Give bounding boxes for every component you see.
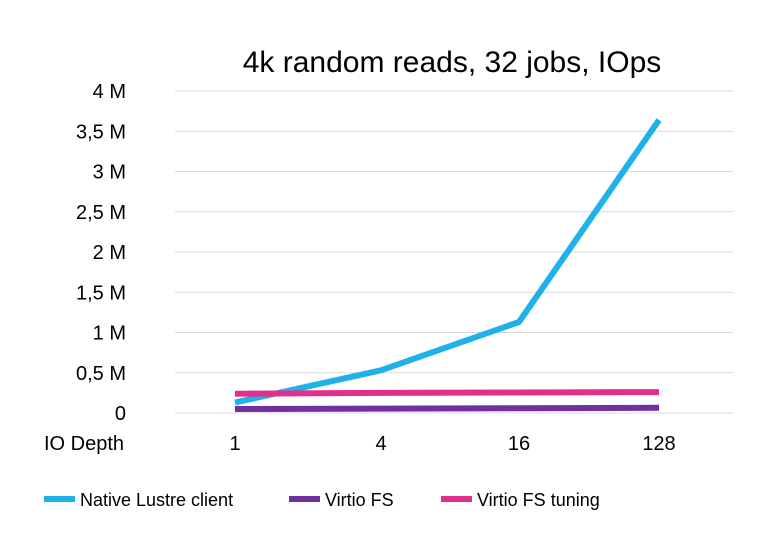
x-tick-label: 4 xyxy=(375,433,386,455)
x-axis-label: IO Depth xyxy=(44,433,124,455)
y-tick-label: 1,5 M xyxy=(76,282,126,304)
y-tick-label: 3 M xyxy=(93,162,126,184)
x-tick-label: 1 xyxy=(229,433,240,455)
series-line xyxy=(234,118,662,406)
gridlines xyxy=(175,90,733,414)
y-tick-label: 1 M xyxy=(93,323,126,345)
legend-label: Virtio FS xyxy=(325,490,394,510)
series-lines xyxy=(234,118,662,412)
series-line xyxy=(234,389,660,397)
x-tick-label: 128 xyxy=(642,433,675,455)
legend-label: Virtio FS tuning xyxy=(477,490,600,510)
y-tick-label: 2,5 M xyxy=(76,202,126,224)
chart-title: 4k random reads, 32 jobs, IOps xyxy=(243,46,662,79)
series-line xyxy=(234,404,660,412)
x-axis-ticks: 1 4 16 128 xyxy=(229,433,675,455)
y-tick-label: 0,5 M xyxy=(76,363,126,385)
x-tick-label: 16 xyxy=(508,433,530,455)
y-tick-label: 0 xyxy=(115,403,126,425)
y-axis-ticks: 0 0,5 M 1 M 1,5 M 2 M 2,5 M 3 M 3,5 M 4 M xyxy=(76,81,126,425)
y-tick-label: 4 M xyxy=(93,81,126,103)
y-tick-label: 3,5 M xyxy=(76,121,126,143)
legend-label: Native Lustre client xyxy=(80,490,233,510)
legend: Native Lustre client Virtio FS Virtio FS t… xyxy=(44,490,600,510)
y-tick-label: 2 M xyxy=(93,242,126,264)
